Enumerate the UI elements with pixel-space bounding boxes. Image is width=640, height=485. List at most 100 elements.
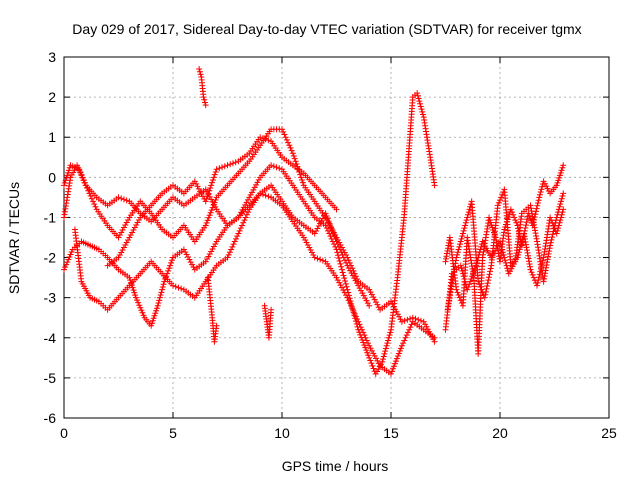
data-point-interp	[396, 347, 403, 354]
data-point-interp	[164, 270, 171, 277]
data-point-interp	[407, 324, 414, 331]
data-point-interp	[86, 190, 93, 197]
data-point-interp	[122, 221, 129, 228]
data-point	[540, 278, 547, 285]
data-point-interp	[353, 280, 360, 287]
data-point-interp	[249, 189, 256, 196]
plot-frame	[63, 56, 610, 419]
data-point	[213, 322, 220, 329]
data-point-interp	[156, 297, 163, 304]
data-point-interp	[62, 264, 69, 271]
data-point-interp	[204, 256, 211, 263]
data-point-interp	[495, 199, 502, 206]
data-point-interp	[136, 302, 143, 309]
data-point-interp	[389, 301, 396, 308]
data-point-interp	[349, 306, 356, 313]
data-point-interp	[464, 214, 471, 221]
data-point-interp	[521, 236, 528, 243]
data-point-interp	[545, 253, 552, 260]
data-point-interp	[159, 283, 166, 290]
data-point	[322, 222, 329, 229]
data-point	[333, 238, 340, 245]
data-point-interp	[374, 357, 381, 364]
data-point-interp	[416, 98, 423, 105]
data-point-interp	[314, 255, 321, 262]
data-point-interp	[281, 131, 288, 138]
data-point-interp	[63, 261, 70, 268]
data-point-interp	[463, 217, 470, 224]
data-point	[475, 278, 482, 285]
data-point-interp	[206, 187, 213, 194]
data-point-interp	[391, 360, 398, 367]
data-point	[132, 294, 139, 301]
data-point-interp	[370, 365, 377, 372]
data-point-interp	[555, 177, 562, 184]
data-point-interp	[212, 168, 219, 175]
data-point	[200, 94, 207, 101]
data-point-interp	[160, 281, 167, 288]
data-point-interp	[208, 248, 215, 255]
data-point-interp	[397, 345, 404, 352]
data-point-interp	[530, 274, 537, 281]
data-point-interp	[201, 99, 208, 106]
data-point-interp	[317, 256, 324, 263]
data-point-interp	[364, 300, 371, 307]
data-point-interp	[387, 329, 394, 336]
data-point-interp	[66, 254, 73, 261]
data-point-interp	[209, 246, 216, 253]
data-point-interp	[533, 235, 540, 242]
data-point-interp	[544, 259, 551, 266]
data-point	[333, 274, 340, 281]
data-point-interp	[219, 164, 226, 171]
data-point-interp	[123, 197, 130, 204]
data-point-interp	[529, 210, 536, 217]
data-point-interp	[389, 365, 396, 372]
data-point-interp	[286, 142, 293, 149]
data-point-interp	[339, 251, 346, 258]
data-point-interp	[332, 235, 339, 242]
data-point-interp	[250, 186, 257, 193]
data-point-interp	[81, 179, 88, 186]
chart-title: Day 029 of 2017, Sidereal Day-to-day VTE…	[72, 21, 581, 37]
data-point-interp	[201, 96, 208, 103]
data-point-interp	[139, 309, 146, 316]
data-point-interp	[524, 216, 531, 223]
data-point-interp	[337, 260, 344, 267]
data-point-interp	[361, 332, 368, 339]
data-point-interp	[503, 262, 510, 269]
data-point-interp	[134, 297, 141, 304]
data-point-interp	[483, 285, 490, 292]
data-point	[497, 238, 503, 245]
data-point-interp	[384, 340, 391, 347]
data-point	[202, 102, 209, 109]
data-point-interp	[454, 251, 461, 258]
data-point-interp	[236, 227, 243, 234]
data-point-interp	[229, 243, 236, 250]
data-point-interp	[228, 246, 235, 253]
data-point-interp	[423, 323, 430, 330]
data-point-interp	[330, 230, 337, 237]
data-point	[388, 370, 394, 377]
data-point-interp	[475, 254, 482, 261]
data-point-interp	[336, 279, 343, 286]
data-point-interp	[244, 196, 251, 203]
data-point-interp	[543, 261, 550, 268]
x-tick-label: 5	[169, 425, 177, 441]
data-point	[453, 254, 460, 261]
data-point	[224, 162, 231, 169]
data-point-interp	[87, 193, 94, 200]
data-point-interp	[485, 274, 492, 281]
data-point	[61, 182, 67, 189]
data-point-interp	[358, 326, 365, 333]
data-point-interp	[88, 195, 95, 202]
data-point-interp	[386, 332, 393, 339]
data-point-interp	[373, 299, 380, 306]
data-point-interp	[551, 222, 558, 229]
data-point-interp	[216, 165, 223, 172]
data-point	[431, 182, 438, 189]
data-point-interp	[382, 348, 389, 355]
data-point-interp	[419, 111, 426, 118]
data-point	[547, 242, 554, 249]
data-point-interp	[457, 238, 464, 245]
